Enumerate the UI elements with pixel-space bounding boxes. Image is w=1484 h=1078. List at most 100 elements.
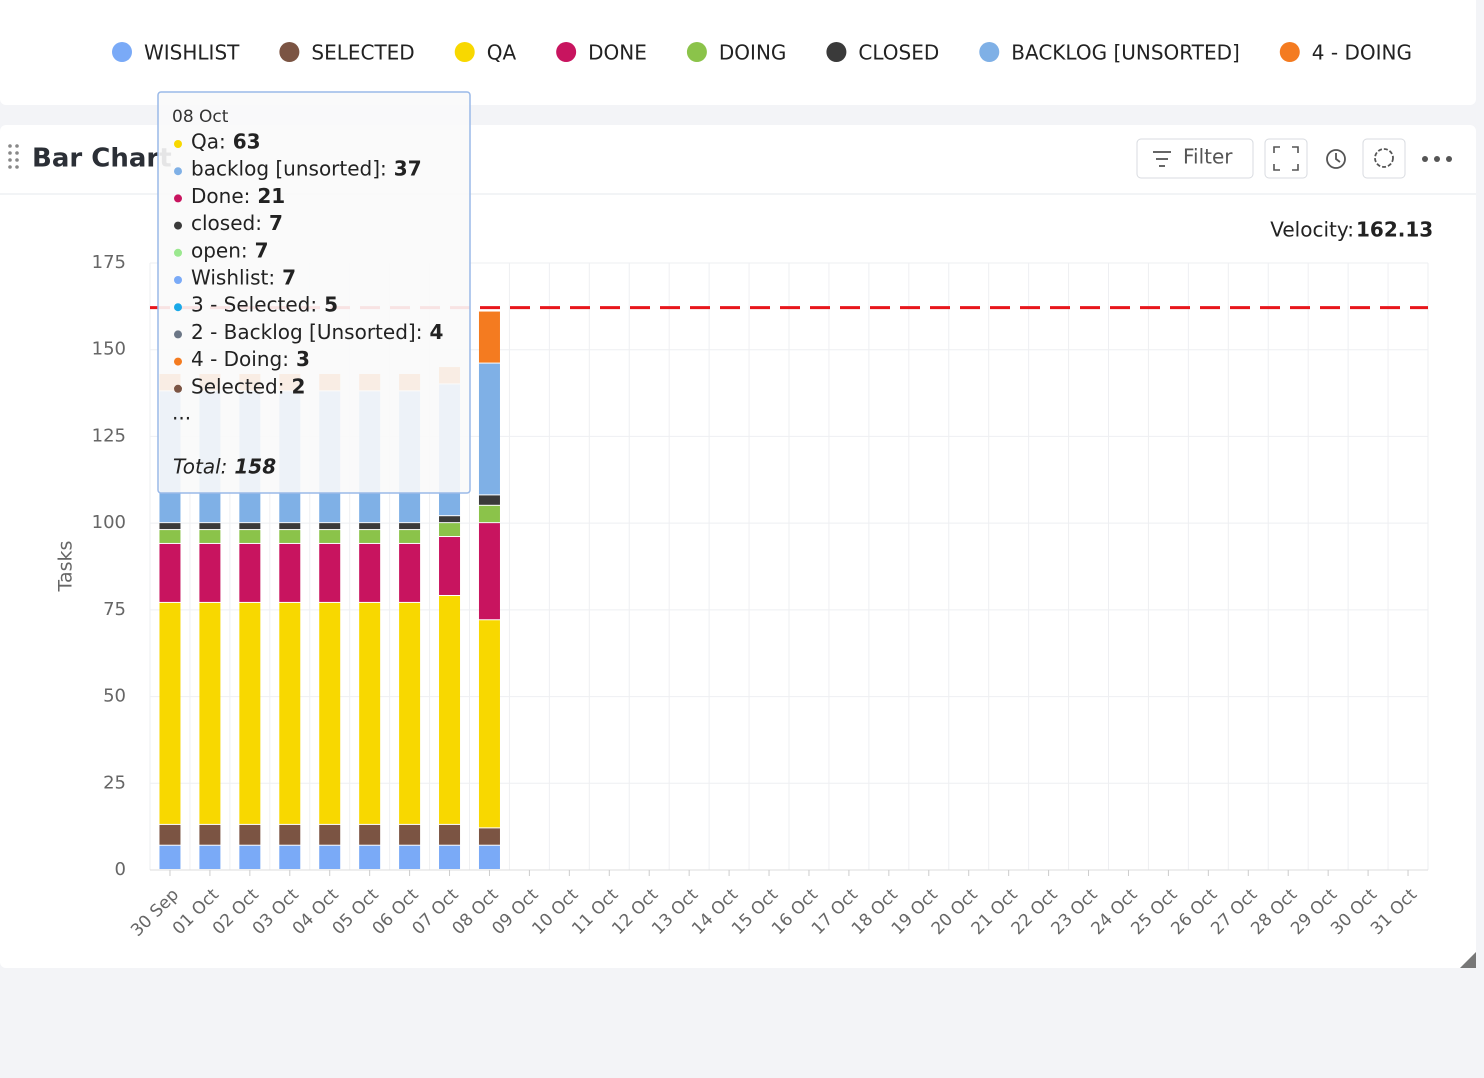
tooltip-dot <box>174 140 182 148</box>
bar-segment <box>199 602 221 824</box>
y-tick-label: 75 <box>103 599 126 620</box>
tooltip-dot <box>174 303 182 312</box>
history-icon <box>1335 153 1341 163</box>
bar-segment <box>399 523 421 530</box>
bar-segment <box>478 311 500 363</box>
drag-handle[interactable] <box>8 144 19 169</box>
filter-button[interactable] <box>1136 138 1254 179</box>
tooltip-dot <box>174 221 182 230</box>
tooltip-item-label: backlog [unsorted]: <box>191 157 387 181</box>
y-tick-label: 125 <box>92 425 126 446</box>
tooltip-dot <box>174 248 182 257</box>
bar-segment <box>239 824 261 845</box>
fullscreen-icon <box>1273 146 1299 171</box>
filter-icon <box>1153 151 1171 167</box>
bar-segment <box>319 824 341 845</box>
resize-handle[interactable] <box>1460 952 1476 968</box>
more-button[interactable] <box>1422 156 1452 162</box>
bar-segment <box>159 530 181 543</box>
tooltip-dot <box>174 384 182 393</box>
bar-segment <box>439 523 461 537</box>
tooltip-date: 08 Oct <box>172 107 229 127</box>
legend-dot <box>112 42 132 62</box>
bar-segment <box>319 530 341 543</box>
y-tick-label: 175 <box>92 252 126 273</box>
velocity-value: 162.13 <box>1356 218 1433 242</box>
bar-segment <box>478 523 500 620</box>
tooltip-dot <box>174 276 182 284</box>
bar-segment <box>439 824 461 845</box>
bar-segment <box>478 495 500 505</box>
legend-label: QA <box>487 41 517 65</box>
legend-label: CLOSED <box>858 41 939 65</box>
bar-segment <box>159 523 181 530</box>
bar-segment <box>439 537 461 595</box>
chart-title: Bar Chart <box>32 144 172 174</box>
bar-segment <box>279 845 301 869</box>
tooltip-total: 158 <box>234 455 276 479</box>
bar-segment <box>359 530 381 543</box>
legend-dot <box>279 42 300 62</box>
bar-segment <box>359 602 381 824</box>
tooltip-item-label: Wishlist: <box>191 266 275 290</box>
tooltip-dot <box>174 194 182 203</box>
bar-segment <box>159 602 181 824</box>
bar-segment <box>279 523 301 530</box>
bar-segment <box>239 530 261 543</box>
bar-segment <box>199 530 221 543</box>
bar-segment <box>279 543 301 602</box>
y-tick-label: 100 <box>92 512 126 533</box>
tooltip-more: ... <box>172 401 191 425</box>
bar-segment <box>359 845 381 869</box>
legend-dot <box>1279 42 1300 62</box>
legend-dot <box>826 42 847 62</box>
tooltip-dot <box>174 167 182 176</box>
bar-segment <box>159 845 181 869</box>
tooltip-item-label: Selected: <box>191 374 284 398</box>
bar-segment <box>239 845 261 869</box>
bar-segment <box>319 602 341 824</box>
tooltip-dot <box>174 330 182 339</box>
bar-segment <box>319 845 341 869</box>
settings-icon <box>1374 148 1394 168</box>
bar-segment <box>199 523 221 530</box>
y-tick-label: 150 <box>92 339 126 360</box>
tooltip-item-label: Qa: <box>191 130 226 154</box>
fullscreen-button[interactable] <box>1264 138 1308 179</box>
tooltip-total-label: Total: <box>173 455 227 479</box>
bar-segment <box>159 824 181 845</box>
tooltip-box <box>157 91 471 494</box>
bar-segment <box>359 523 381 530</box>
tooltip-item-label: closed: <box>191 211 262 235</box>
legend-dot <box>556 42 577 62</box>
bar-segment <box>399 530 421 543</box>
y-tick-label: 50 <box>103 686 126 707</box>
tooltip-item-value: 37 <box>394 157 422 181</box>
settings-button[interactable] <box>1362 138 1406 179</box>
tooltip-item-label: open: <box>191 238 248 262</box>
bar-segment <box>399 845 421 869</box>
legend-label: 4 - DOING <box>1312 41 1412 65</box>
bar-segment <box>478 363 500 495</box>
tooltip-dot <box>174 357 182 366</box>
velocity-label: Velocity: <box>1270 218 1354 242</box>
bar-segment <box>359 543 381 602</box>
tooltip-item-value: 21 <box>257 184 285 208</box>
bar-segment <box>439 845 461 869</box>
bar-segment <box>199 845 221 869</box>
bar-segment <box>159 543 181 602</box>
bar-segment <box>239 523 261 530</box>
legend-dot <box>454 42 475 62</box>
bar-segment <box>239 602 261 824</box>
history-button[interactable] <box>1326 149 1346 169</box>
tooltip-item-value: 2 <box>291 374 305 398</box>
y-tick-label: 25 <box>103 772 126 793</box>
legend-label: BACKLOG [UNSORTED] <box>1011 41 1240 65</box>
legend: WISHLIST SELECTED QA DONE DOING CLOSED BACKLOG… <box>112 41 1412 65</box>
tooltip-item-label: 3 - Selected: <box>191 293 317 317</box>
tooltip-item-value: 7 <box>269 211 283 235</box>
y-axis-label: Tasks <box>55 541 77 593</box>
legend-label: WISHLIST <box>144 41 240 65</box>
